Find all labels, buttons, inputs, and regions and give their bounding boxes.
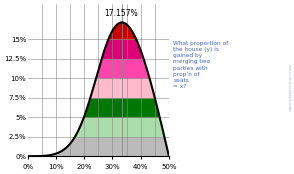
Text: What proportion of
the house (y) is
gained by
merging two
parties with
prop’n of: What proportion of the house (y) is gain… [173, 41, 228, 89]
Text: 17.157%: 17.157% [104, 9, 138, 18]
Text: www.jdawiseman.com: www.jdawiseman.com [288, 63, 293, 111]
